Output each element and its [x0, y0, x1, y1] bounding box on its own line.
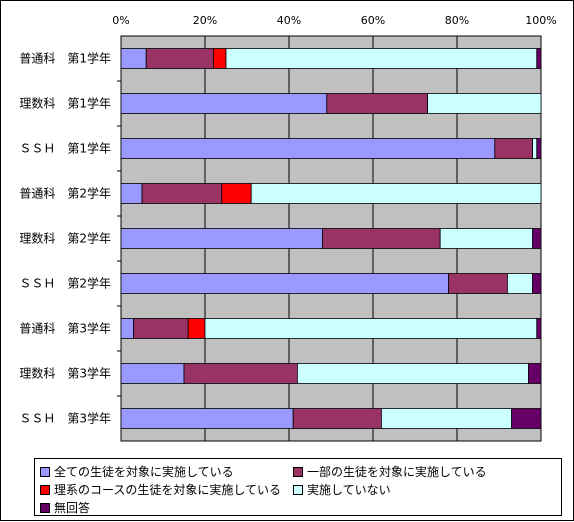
bar-segment [183, 363, 298, 384]
bar-segment [532, 273, 542, 294]
legend-swatch [40, 502, 50, 513]
x-tick-label: 40% [277, 14, 301, 27]
legend-label: 全ての生徒を対象に実施している [54, 465, 234, 479]
bar-segment [133, 318, 189, 339]
category-label: 理数科 第2学年 [19, 231, 111, 246]
legend-label: 実施していない [307, 483, 391, 497]
bar-segment [380, 408, 512, 429]
bar-segment [536, 138, 542, 159]
bar-segment [292, 408, 382, 429]
legend-item: 理系のコースの生徒を対象に実施している [40, 481, 281, 498]
bar-segment [187, 318, 206, 339]
bar-segment [536, 318, 542, 339]
category-label: 理数科 第3学年 [19, 366, 111, 381]
category-label: 理数科 第1学年 [19, 96, 111, 111]
x-tick-label: 0% [112, 14, 129, 27]
legend-label: 理系のコースの生徒を対象に実施している [54, 483, 282, 497]
bar-segment [120, 138, 496, 159]
x-tick-label: 100% [525, 14, 556, 27]
category-label: 普通科 第1学年 [19, 51, 111, 66]
bar-segment [427, 93, 542, 114]
legend-item: 無回答 [40, 499, 90, 516]
category-label: 普通科 第3学年 [19, 321, 111, 336]
bar-segment [221, 183, 252, 204]
bar-segment [141, 183, 223, 204]
bar-segment [532, 138, 538, 159]
x-tick-label: 60% [361, 14, 385, 27]
legend-swatch [293, 484, 303, 495]
bar-segment [439, 228, 534, 249]
bar-segment [120, 48, 147, 69]
bar-segment [322, 228, 441, 249]
bar-segment [511, 408, 542, 429]
x-tick-label: 80% [445, 14, 469, 27]
bar-segment [225, 48, 538, 69]
bar-segment [120, 93, 328, 114]
bar-segment [120, 408, 294, 429]
bar-segment [532, 228, 542, 249]
bar-segment [528, 363, 542, 384]
bar-segment [536, 48, 542, 69]
x-tick-label: 20% [193, 14, 217, 27]
bar-segment [204, 318, 538, 339]
bar-segment [448, 273, 508, 294]
bar-segment [506, 273, 533, 294]
category-label: ＳＳＨ 第2学年 [19, 276, 111, 291]
bar-segment [296, 363, 529, 384]
legend-swatch [40, 466, 50, 477]
legend-label: 無回答 [54, 501, 91, 515]
legend-item: 実施していない [293, 481, 391, 498]
legend-item: 一部の生徒を対象に実施している [293, 463, 487, 480]
legend-swatch [293, 466, 303, 477]
legend-label: 一部の生徒を対象に実施している [307, 465, 487, 479]
category-label: ＳＳＨ 第1学年 [19, 141, 111, 156]
category-label: ＳＳＨ 第3学年 [19, 411, 111, 426]
bar-segment [145, 48, 214, 69]
category-label: 普通科 第2学年 [19, 186, 111, 201]
bar-segment [326, 93, 428, 114]
bar-segment [120, 273, 450, 294]
bar-segment [120, 363, 185, 384]
legend-item: 全ての生徒を対象に実施している [40, 463, 234, 480]
chart-legend: 全ての生徒を対象に実施している 一部の生徒を対象に実施している理系のコースの生徒を… [34, 458, 562, 516]
bar-segment [120, 183, 143, 204]
bar-segment [494, 138, 533, 159]
bar-segment [250, 183, 542, 204]
bar-segment [120, 318, 134, 339]
bar-segment [120, 228, 324, 249]
bar-segment [212, 48, 227, 69]
legend-swatch [40, 484, 50, 495]
